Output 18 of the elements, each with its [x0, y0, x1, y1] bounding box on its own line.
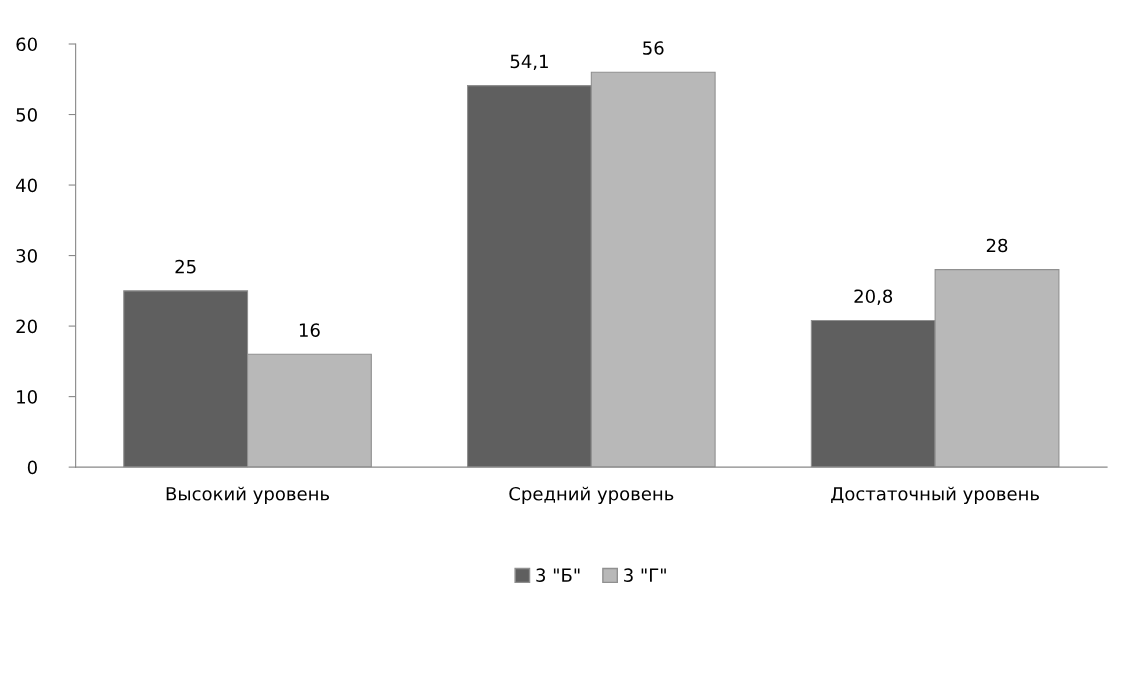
y-tick-label: 40 — [16, 178, 37, 193]
data-label: 25 — [175, 259, 196, 274]
y-tick-label: 60 — [16, 37, 37, 52]
y-tick-label: 30 — [16, 249, 37, 263]
data-label: 16 — [299, 323, 320, 337]
y-tick-label: 50 — [16, 107, 37, 122]
legend-label: 3 "Б" — [536, 568, 580, 582]
y-tick-label: 0 — [27, 460, 37, 475]
x-tick-label: Достаточный уровень — [831, 486, 1039, 505]
data-label: 54,1 — [510, 54, 548, 71]
legend-label: 3 "Г" — [624, 568, 666, 582]
data-label: 56 — [643, 41, 664, 55]
x-tick-label: Средний уровень — [509, 486, 674, 505]
y-tick-label: 10 — [17, 390, 37, 404]
data-label: 20,8 — [854, 289, 893, 305]
x-tick-label: Высокий уровень — [166, 486, 330, 505]
data-label: 28 — [986, 238, 1008, 253]
y-tick-label: 20 — [16, 319, 37, 334]
